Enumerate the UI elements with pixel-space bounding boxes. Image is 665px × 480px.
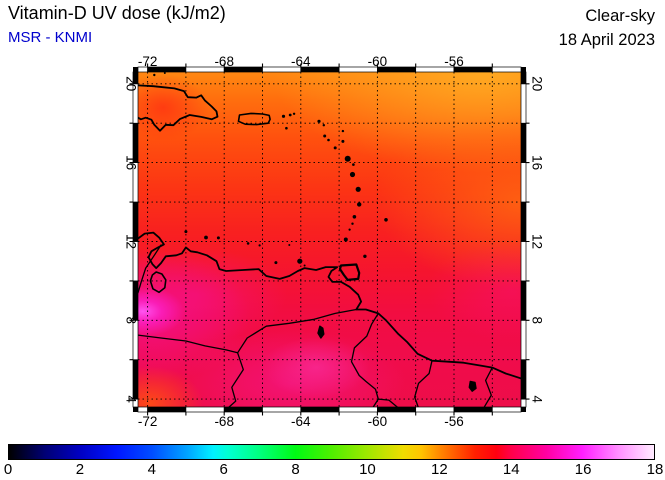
island-dot <box>153 73 156 77</box>
sky-condition-label: Clear-sky <box>585 7 655 25</box>
island-dot <box>351 222 354 225</box>
colorbar <box>8 444 655 460</box>
map-svg: -72 -72 -68 -68 -64 -64 -60 -60 -56 -56 4 4 8 8 12 12 16… <box>124 54 545 429</box>
y-axis-tick-label-left: 12 <box>124 234 139 249</box>
island-dot <box>357 202 362 207</box>
coastline-hispaniola <box>138 84 219 132</box>
coastline-border-venezuela-guyana <box>350 312 379 407</box>
y-axis-tick-label-right: 16 <box>530 155 545 170</box>
colorbar-tick-label: 18 <box>646 461 664 478</box>
colorbar-tick-label: 0 <box>3 461 13 478</box>
coastline-border-guyana-suriname <box>414 360 433 407</box>
island-dot <box>349 171 356 178</box>
colorbar-labels: 0 2 4 6 8 10 12 14 16 18 <box>4 461 664 479</box>
island-dot <box>327 138 330 142</box>
island-dot <box>341 139 345 143</box>
y-axis-tick-label-right: 4 <box>530 395 545 403</box>
x-axis-tick-label-top: -56 <box>444 54 464 69</box>
island-dot <box>352 163 355 166</box>
island-dot <box>274 261 278 265</box>
island-dot <box>333 146 337 150</box>
island-dot <box>303 264 306 267</box>
y-axis-tick-label-left: 20 <box>124 76 139 91</box>
source-label: MSR - KNMI <box>8 29 93 46</box>
island-dot <box>355 186 361 192</box>
x-axis-tick-label-top: -60 <box>368 54 388 69</box>
island-dot <box>297 258 303 264</box>
island-dot <box>288 113 292 117</box>
island-dot <box>184 230 188 234</box>
island-dot <box>258 244 261 247</box>
island-dot <box>343 237 348 242</box>
coastline-lake-maracaibo <box>149 271 167 294</box>
colorbar-tick-label: 14 <box>502 461 520 478</box>
y-axis-tick-label-left: 8 <box>124 317 139 325</box>
island-dot <box>317 119 321 123</box>
colorbar-tick-label: 16 <box>574 461 592 478</box>
coastline-border-guyana-brazil <box>377 398 399 407</box>
island-dot <box>352 215 357 219</box>
island-dot <box>285 126 288 130</box>
x-axis-tick-label-top: -64 <box>291 54 311 69</box>
y-axis-tick-label-left: 16 <box>124 155 139 170</box>
colorbar-tick-label: 12 <box>430 461 448 478</box>
island-dot <box>384 218 388 222</box>
x-axis-tick-label-bottom: -72 <box>138 414 158 429</box>
coastline-brokopondo-reservoir <box>468 380 477 392</box>
y-axis-tick-label-right: 8 <box>530 317 545 325</box>
map-canvas: -72 -72 -68 -68 -64 -64 -60 -60 -56 -56 4 4 8 8 12 12 16… <box>113 50 546 430</box>
x-axis-tick-label-bottom: -64 <box>291 414 311 429</box>
island-dot <box>348 228 351 231</box>
date-label: 18 April 2023 <box>558 31 655 49</box>
page-title: Vitamin-D UV dose (kJ/m2) <box>8 3 226 23</box>
colorbar-tick-label: 10 <box>359 461 376 478</box>
island-dot <box>246 242 250 245</box>
island-dot <box>163 72 166 74</box>
coastline-guri-reservoir <box>317 325 325 339</box>
coastline-puerto-rico <box>237 112 271 126</box>
island-dot <box>344 155 351 162</box>
x-axis-tick-label-top: -72 <box>138 54 158 69</box>
island-dot <box>322 124 325 127</box>
island-dot <box>288 244 291 246</box>
colorbar-tick-label: 6 <box>219 461 228 478</box>
island-dot <box>204 235 208 240</box>
coastline-border-suriname-frguiana <box>483 366 493 407</box>
coastline-border-llanos <box>138 334 239 354</box>
header-right: Clear-sky 18 April 2023 <box>559 4 655 52</box>
x-axis-tick-label-bottom: -68 <box>214 414 234 429</box>
y-axis-tick-label-right: 12 <box>530 234 545 249</box>
y-axis-tick-label-left: 4 <box>124 395 139 403</box>
island-dot <box>323 134 327 138</box>
coastline-south-america-coast <box>138 231 521 380</box>
x-axis-tick-label-top: -68 <box>214 54 234 69</box>
island-dot <box>363 254 367 258</box>
coastline-trinidad <box>338 263 361 281</box>
island-dot <box>341 129 345 133</box>
y-axis-tick-label-right: 20 <box>530 76 545 91</box>
colorbar-tick-label: 8 <box>291 461 300 478</box>
colorbar-tick-label: 4 <box>147 461 156 478</box>
x-axis-tick-label-bottom: -60 <box>368 414 388 429</box>
colorbar-tick-label: 2 <box>75 461 85 478</box>
coastline-orinoco-river <box>228 308 357 407</box>
island-dot <box>216 236 220 240</box>
x-axis-tick-label-bottom: -56 <box>444 414 464 429</box>
island-dot <box>292 112 296 115</box>
colorbar-gradient <box>9 445 654 459</box>
island-dot <box>281 114 286 118</box>
coastline-border-colombia-venezuela <box>138 244 162 294</box>
